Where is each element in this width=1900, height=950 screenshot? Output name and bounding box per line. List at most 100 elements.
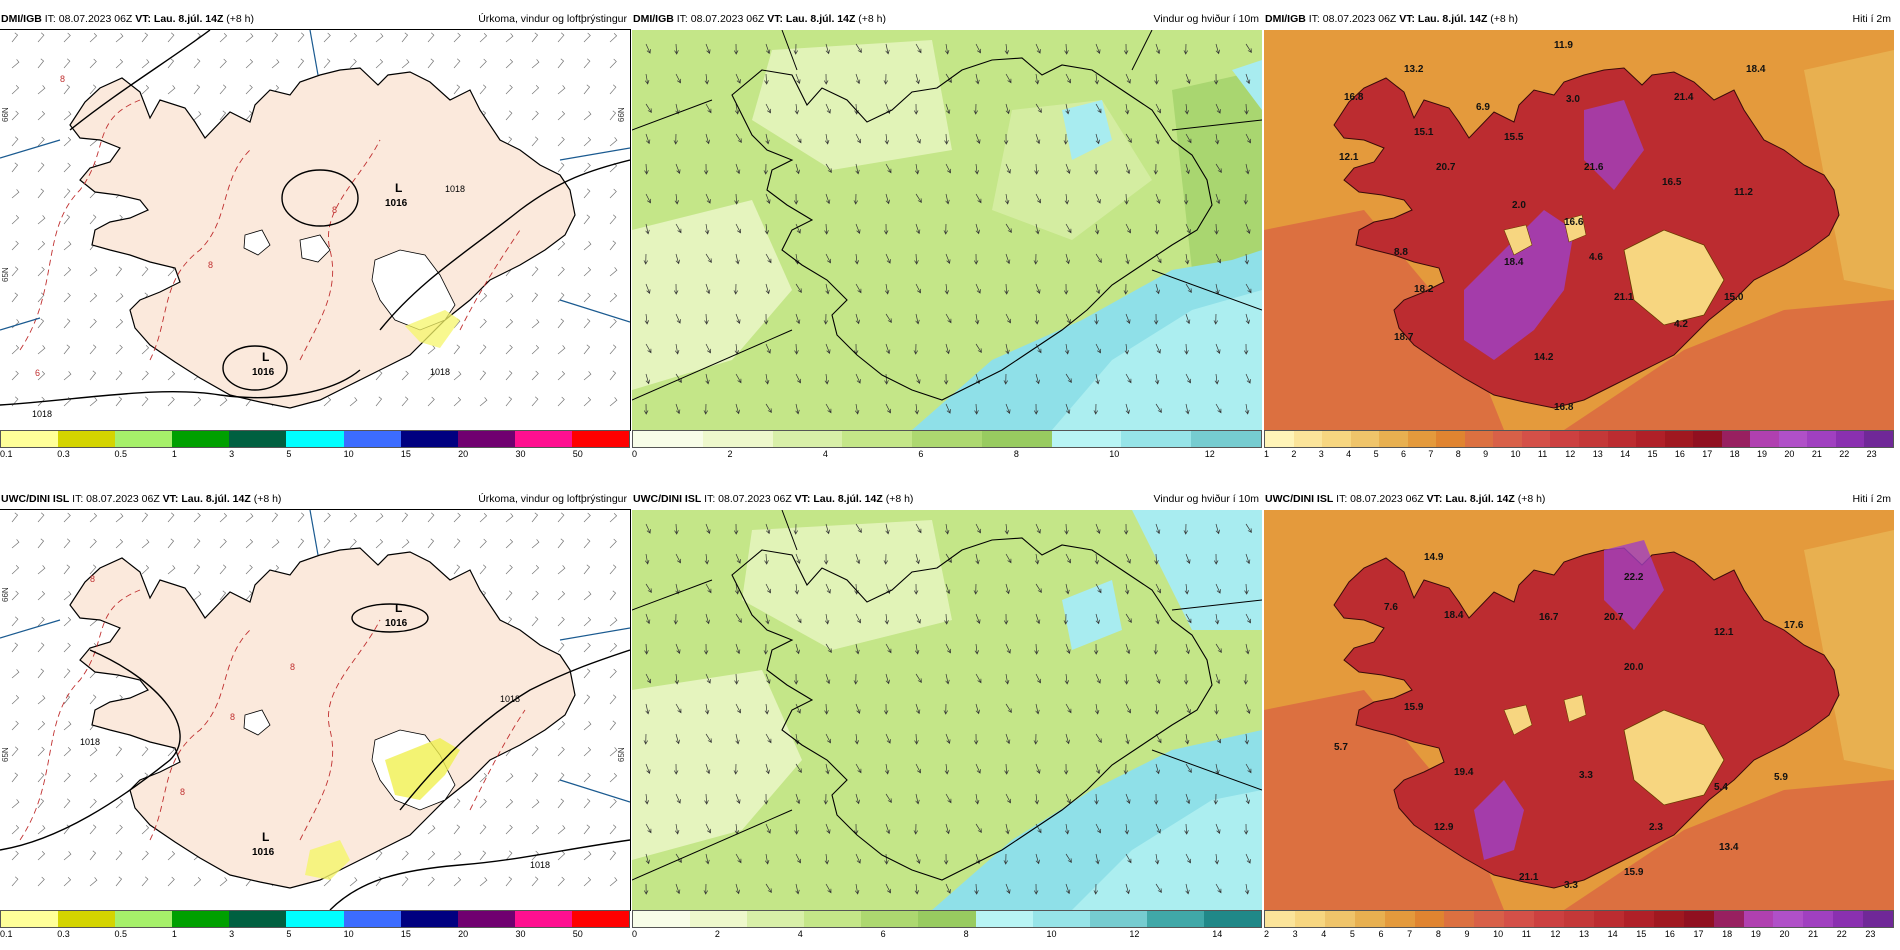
wind-arrow <box>975 283 981 294</box>
wind-arrow <box>1005 163 1011 174</box>
wind-barb <box>37 746 45 757</box>
wind-arrow <box>645 193 652 204</box>
wind-arrow <box>1185 643 1190 655</box>
wind-arrow <box>673 283 679 295</box>
colorbar-tick-label: 0 <box>632 929 638 939</box>
wind-barb <box>37 371 46 381</box>
wind-barb <box>193 538 201 549</box>
wind-arrow <box>1124 673 1129 685</box>
wind-arrow <box>1244 253 1250 265</box>
colorbar-swatch <box>571 431 630 447</box>
wind-arrow <box>855 283 862 294</box>
temperature-value: 18.4 <box>1444 610 1464 621</box>
colorbar-tick-label: 0.5 <box>114 929 128 939</box>
wind-arrow <box>974 403 979 415</box>
wind-arrow <box>1184 253 1190 265</box>
wind-barb <box>271 539 280 549</box>
wind-arrow <box>855 313 860 325</box>
wind-arrow <box>795 883 800 895</box>
wind-arrow <box>974 883 979 895</box>
wind-map <box>632 30 1262 430</box>
low-label: L <box>262 830 269 844</box>
wind-arrow <box>945 583 951 595</box>
wind-arrow <box>704 553 710 565</box>
wind-arrow <box>915 523 922 534</box>
wind-arrow <box>765 103 772 114</box>
wind-barb <box>11 746 19 757</box>
wind-arrow <box>1035 853 1040 865</box>
wind-barb <box>11 189 20 199</box>
wind-arrow <box>735 253 740 265</box>
wind-arrow <box>945 163 952 174</box>
wind-barb <box>141 539 150 549</box>
wind-arrow <box>764 853 770 865</box>
wind-arrow <box>1095 523 1101 534</box>
colorbar-tick-label: 0.1 <box>0 449 13 459</box>
wind-barb <box>583 772 591 783</box>
temperature-value: 5.4 <box>1714 782 1728 793</box>
colorbar-tick-label: 10 <box>1493 929 1504 939</box>
wind-barb <box>115 59 124 69</box>
colorbar-swatch <box>1474 911 1505 927</box>
wind-arrow <box>1213 553 1219 565</box>
wind-barb <box>219 397 228 407</box>
wind-barb <box>479 850 487 861</box>
latitude-label: 66N <box>1 107 10 122</box>
wind-arrow <box>1245 73 1251 85</box>
wind-arrow <box>945 793 952 804</box>
colorbar-tick-label: 19 <box>1757 449 1768 459</box>
wind-arrow <box>1065 373 1072 384</box>
wind-barb <box>609 188 617 199</box>
wind-barb <box>583 747 592 757</box>
wind-arrow <box>884 373 889 385</box>
colorbar-swatch <box>1407 431 1437 447</box>
wind-barb <box>219 877 228 887</box>
wind-arrow <box>1185 73 1191 84</box>
wind-arrow <box>824 133 830 145</box>
wind-arrow <box>1214 373 1220 385</box>
temperature-value: 5.9 <box>1774 772 1788 783</box>
wind-barb <box>505 344 513 355</box>
wind-barb <box>583 851 592 861</box>
wind-arrow <box>645 763 651 774</box>
wind-barb <box>609 694 617 705</box>
wind-arrow <box>1245 313 1250 325</box>
issue-time: IT: 08.07.2023 06Z <box>72 493 160 505</box>
wind-barb <box>401 370 409 381</box>
wind-barb <box>531 850 539 861</box>
colorbar: 0 2 4 6 8 10 12 14 <box>632 910 1262 942</box>
wind-arrow <box>825 403 832 414</box>
wind-arrow <box>794 103 800 115</box>
wind-barb <box>193 512 201 523</box>
colorbar-tick-label: 4 <box>1321 929 1327 939</box>
wind-barb <box>557 162 565 173</box>
temperature-value: 16.5 <box>1662 177 1682 188</box>
colorbar-tick-label: 50 <box>572 449 583 459</box>
wind-barb <box>583 721 592 731</box>
wind-arrow <box>644 793 650 805</box>
wind-arrow <box>1005 223 1012 234</box>
wind-barb <box>11 512 19 523</box>
wind-barb <box>115 33 124 43</box>
colorbar-swatch <box>1322 431 1351 447</box>
wind-arrow <box>854 883 860 895</box>
model-name: UWC/DINI ISL <box>1 493 70 505</box>
wind-arrow <box>1245 223 1251 234</box>
colorbar-tick-label: 8 <box>963 929 969 939</box>
wind-barb <box>63 84 71 95</box>
model-name: UWC/DINI ISL <box>1265 493 1334 505</box>
wind-barb <box>505 513 514 523</box>
wind-barb <box>245 564 253 575</box>
panel-title: Úrkoma, vindur og loftþrýstingur <box>478 493 627 505</box>
wind-arrow <box>885 643 892 654</box>
wind-barb <box>245 590 253 601</box>
colorbar-tick-label: 13 <box>1579 929 1590 939</box>
wind-barb <box>583 538 591 549</box>
colorbar: 0.1 0.3 0.5 1 3 5 10 15 20 30 50 <box>0 910 630 942</box>
wind-barb <box>427 396 435 407</box>
wind-barb <box>219 513 228 523</box>
wind-barb <box>11 695 20 705</box>
temperature-value: 12.1 <box>1714 627 1734 638</box>
colorbar-swatch <box>229 431 287 447</box>
temperature-value: 11.9 <box>1554 40 1573 51</box>
